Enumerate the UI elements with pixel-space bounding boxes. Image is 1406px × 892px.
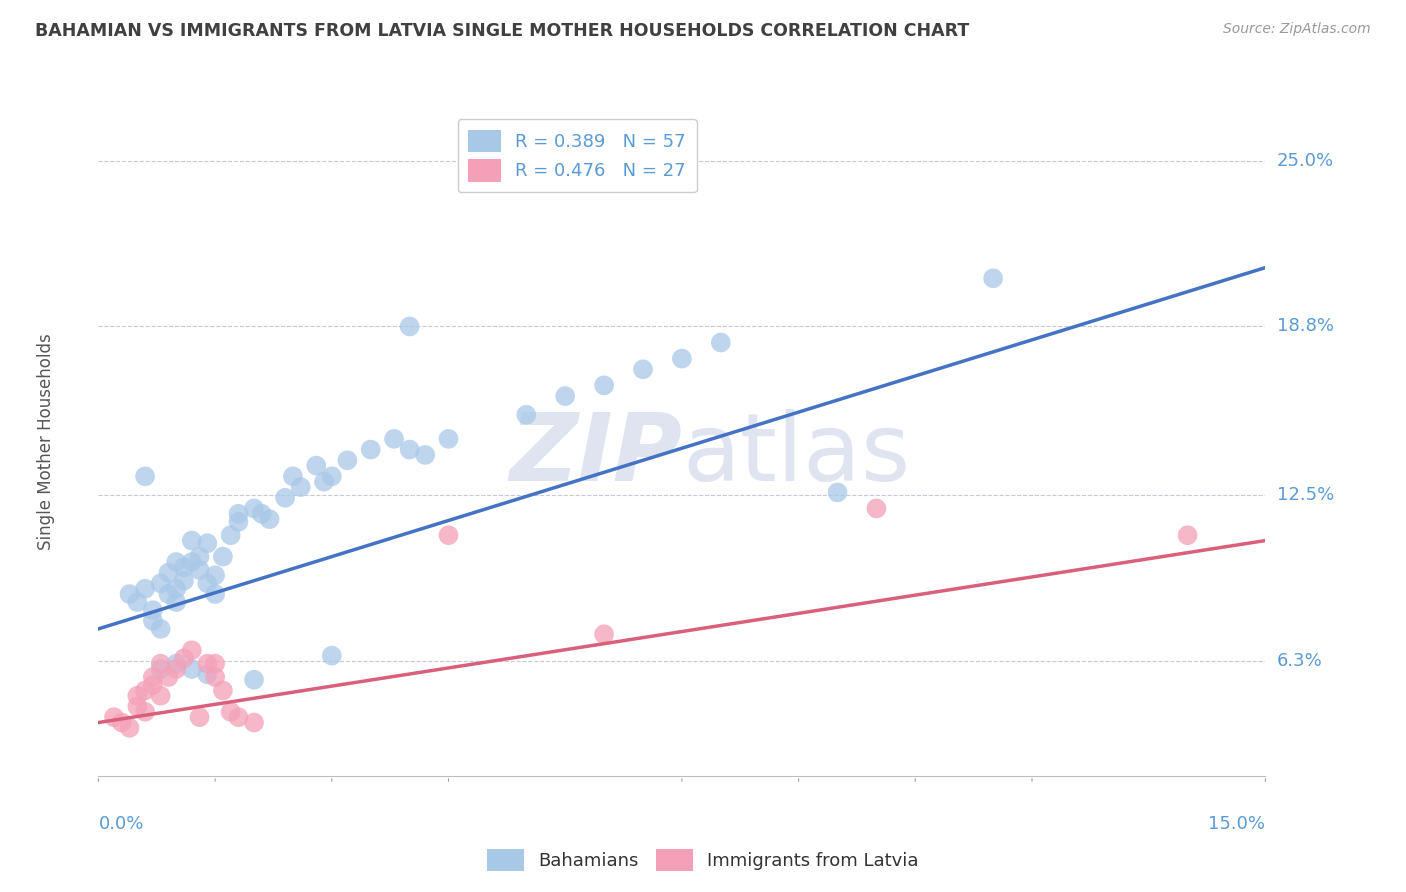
Point [671,351,693,366]
Point [554,389,576,403]
Point [180,533,202,548]
Point [212,549,235,564]
Point [710,335,733,350]
Point [118,587,141,601]
Point [111,715,134,730]
Text: atlas: atlas [682,409,910,501]
Point [134,582,156,596]
Point [631,362,654,376]
Text: Source: ZipAtlas.com: Source: ZipAtlas.com [1223,22,1371,37]
Point [142,678,165,692]
Point [204,657,226,671]
Point [173,560,195,574]
Point [250,507,273,521]
Point [219,705,242,719]
Legend: R = 0.389   N = 57, R = 0.476   N = 27: R = 0.389 N = 57, R = 0.476 N = 27 [457,120,697,193]
Point [149,657,172,671]
Point [336,453,359,467]
Point [382,432,405,446]
Point [204,670,226,684]
Point [142,603,165,617]
Point [142,614,165,628]
Point [180,643,202,657]
Point [243,673,266,687]
Point [149,662,172,676]
Point [274,491,297,505]
Point [195,657,218,671]
Point [103,710,125,724]
Point [149,622,172,636]
Text: 6.3%: 6.3% [1277,652,1322,670]
Point [127,699,149,714]
Point [827,485,849,500]
Text: 12.5%: 12.5% [1277,486,1334,504]
Point [195,536,218,550]
Point [165,582,187,596]
Point [180,555,202,569]
Text: Single Mother Households: Single Mother Households [37,334,55,549]
Point [188,710,211,724]
Text: ZIP: ZIP [509,409,682,501]
Point [188,549,211,564]
Point [149,689,172,703]
Point [593,627,616,641]
Text: BAHAMIAN VS IMMIGRANTS FROM LATVIA SINGLE MOTHER HOUSEHOLDS CORRELATION CHART: BAHAMIAN VS IMMIGRANTS FROM LATVIA SINGL… [35,22,969,40]
Text: 0.0%: 0.0% [98,815,143,833]
Point [437,432,460,446]
Point [195,576,218,591]
Point [321,469,343,483]
Point [173,651,195,665]
Point [118,721,141,735]
Point [127,689,149,703]
Point [204,568,226,582]
Point [243,501,266,516]
Text: 18.8%: 18.8% [1277,318,1333,335]
Point [1177,528,1199,542]
Point [398,319,420,334]
Point [515,408,537,422]
Point [437,528,460,542]
Point [228,515,250,529]
Point [593,378,616,392]
Legend: Bahamians, Immigrants from Latvia: Bahamians, Immigrants from Latvia [481,842,925,879]
Point [360,442,382,457]
Point [180,662,202,676]
Point [165,657,187,671]
Point [157,587,180,601]
Point [134,683,156,698]
Point [219,528,242,542]
Point [981,271,1004,285]
Point [398,442,420,457]
Point [157,566,180,580]
Point [165,555,187,569]
Point [290,480,312,494]
Point [259,512,281,526]
Point [312,475,335,489]
Point [157,670,180,684]
Point [243,715,266,730]
Point [228,710,250,724]
Point [173,574,195,588]
Point [212,683,235,698]
Point [305,458,328,473]
Point [127,595,149,609]
Point [281,469,304,483]
Point [149,576,172,591]
Point [142,670,165,684]
Point [134,469,156,483]
Point [165,662,187,676]
Point [321,648,343,663]
Point [228,507,250,521]
Point [865,501,887,516]
Text: 15.0%: 15.0% [1208,815,1265,833]
Point [413,448,436,462]
Point [204,587,226,601]
Text: 25.0%: 25.0% [1277,152,1334,169]
Point [165,595,187,609]
Point [134,705,156,719]
Point [195,667,218,681]
Point [188,563,211,577]
